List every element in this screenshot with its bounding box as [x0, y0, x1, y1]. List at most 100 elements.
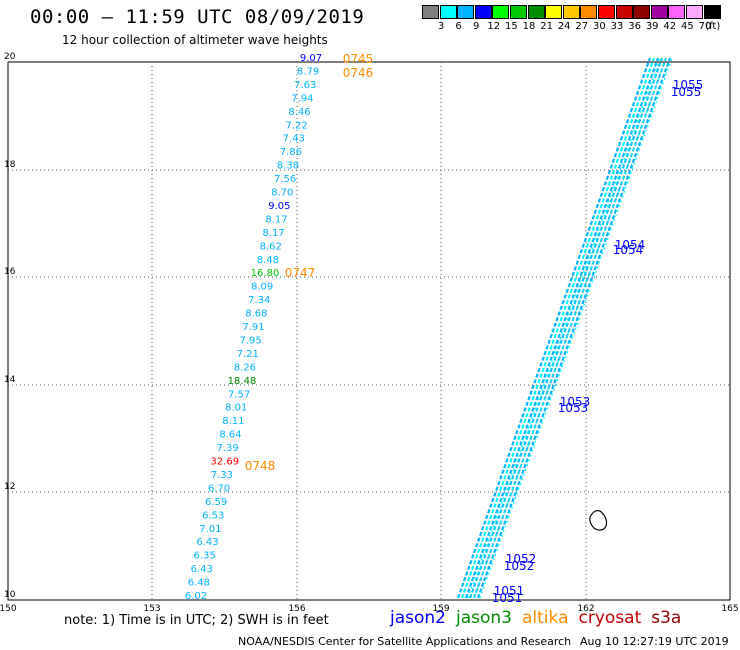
legend-swatch [650, 5, 668, 19]
wave-height-label: 7.57 [228, 389, 250, 400]
footer-credit: NOAA/NESDIS Center for Satellite Applica… [238, 635, 572, 648]
y-tick-label: 14 [4, 375, 16, 385]
west-track: 9.07 8.79 7.63 7.94 8.46 7.22 7.43 7.86 8.38 7.56… [185, 53, 322, 602]
footer-timestamp: Aug 10 12:27:19 UTC 2019 [580, 635, 729, 648]
wave-height-label: 9.07 [300, 53, 322, 64]
wave-height-label: 7.56 [274, 174, 296, 185]
wave-height-label: 16.80 [251, 268, 280, 279]
wave-height-label: 8.68 [245, 309, 267, 320]
wave-height-label: 8.17 [265, 214, 287, 225]
legend-swatch [686, 5, 703, 19]
wave-height-label: 7.01 [199, 524, 221, 535]
east-track-band [479, 57, 673, 599]
wave-height-label: 8.64 [219, 430, 241, 441]
east-track-band [476, 57, 672, 599]
legend-label: 33 [610, 21, 624, 32]
island-outline [589, 510, 608, 531]
wave-height-label: 8.48 [257, 255, 279, 266]
wave-height-label: 8.01 [225, 403, 247, 414]
west-time-label: 0748 [245, 459, 276, 473]
map-grid [7, 61, 731, 601]
wave-height-label: 7.33 [211, 470, 233, 481]
legend-swatch [474, 5, 492, 19]
legend-unit: (ft) [705, 21, 721, 32]
satellite-s3a: s3a [651, 608, 682, 628]
legend-label: 18 [522, 21, 536, 32]
wave-height-label: 7.63 [294, 80, 316, 91]
wave-height-label: 7.34 [248, 295, 270, 306]
east-track-band [467, 57, 661, 599]
y-tick-label: 20 [4, 52, 16, 62]
legend-swatch [703, 5, 721, 19]
east-time-label: 1053 [560, 395, 591, 409]
wave-height-label: 6.02 [185, 591, 207, 602]
y-tick-label: 18 [4, 160, 16, 170]
legend-label: 70 [698, 21, 712, 32]
legend-label: 24 [557, 21, 571, 32]
map-frame [7, 61, 731, 601]
wave-height-label: 8.26 [234, 362, 256, 373]
legend-swatch [457, 5, 475, 19]
wave-height-label: 6.43 [196, 537, 218, 548]
legend-swatch [633, 5, 651, 19]
west-time-label: 0745 [343, 52, 374, 66]
satellite-jason3: jason3 [456, 608, 512, 628]
x-tick-label: 153 [143, 604, 160, 614]
west-time-label: 0746 [343, 66, 374, 80]
satellite-altika: altika [522, 608, 569, 628]
axis-labels: 150 153 156 159 162 165 20 18 16 14 12 10 [0, 52, 739, 614]
wave-height-label: 7.94 [291, 93, 313, 104]
footer-note: note: 1) Time is in UTC; 2) SWH is in fe… [64, 613, 329, 628]
legend-label: 36 [628, 21, 641, 32]
east-time-label: 1051 [492, 591, 523, 605]
wave-height-label: 6.35 [193, 551, 215, 562]
x-tick-label: 156 [288, 604, 305, 614]
y-tick-label: 12 [4, 482, 15, 492]
wave-height-label: 9.05 [268, 201, 290, 212]
wave-height-label: 7.95 [239, 335, 261, 346]
wave-height-label: 6.70 [208, 483, 230, 494]
wave-height-label: 7.43 [283, 134, 305, 145]
east-time-label: 1052 [504, 559, 535, 573]
east-time-label: 1051 [494, 584, 525, 598]
legend-label: 39 [645, 21, 659, 32]
map-subtitle: 12 hour collection of altimeter wave hei… [62, 33, 328, 47]
east-track-band [468, 57, 664, 599]
legend-label: 27 [575, 21, 589, 32]
legend-swatch [668, 5, 686, 19]
wave-height-label: 8.70 [271, 188, 293, 199]
east-time-label: 1053 [558, 401, 589, 415]
legend-swatch [598, 5, 615, 19]
wave-height-label: 8.09 [251, 282, 273, 293]
legend-swatch [422, 5, 439, 19]
legend-label: 21 [540, 21, 553, 32]
wave-height-label: 6.59 [205, 497, 227, 508]
wave-height-label: 8.11 [222, 416, 244, 427]
legend-swatch [580, 5, 598, 19]
east-track-band [473, 57, 667, 599]
legend-swatch [562, 5, 580, 19]
wave-height-label: 32.69 [210, 457, 239, 468]
wave-height-label: 8.17 [262, 228, 284, 239]
wave-height-label: 6.53 [202, 510, 224, 521]
east-track-band [464, 57, 660, 599]
legend-label: 30 [593, 21, 606, 32]
legend-swatch [510, 5, 527, 19]
satellite-key: jason2 jason3 altika cryosat s3a [390, 608, 691, 628]
wave-height-label: 7.86 [280, 147, 302, 158]
legend-label: 15 [505, 21, 518, 32]
east-track-cluster [456, 57, 673, 599]
east-track-band [472, 57, 668, 599]
wave-height-label: 6.43 [191, 564, 213, 575]
wave-height-label: 7.91 [242, 322, 264, 333]
legend-label: 3 [437, 21, 445, 32]
east-time-label: 1055 [673, 78, 704, 92]
x-tick-label: 159 [432, 604, 449, 614]
east-track-band [460, 57, 656, 599]
wave-height-label: 7.22 [285, 120, 307, 131]
west-time-label: 0747 [285, 266, 316, 280]
legend-label: 9 [473, 21, 480, 32]
legend-label: 42 [663, 21, 677, 32]
